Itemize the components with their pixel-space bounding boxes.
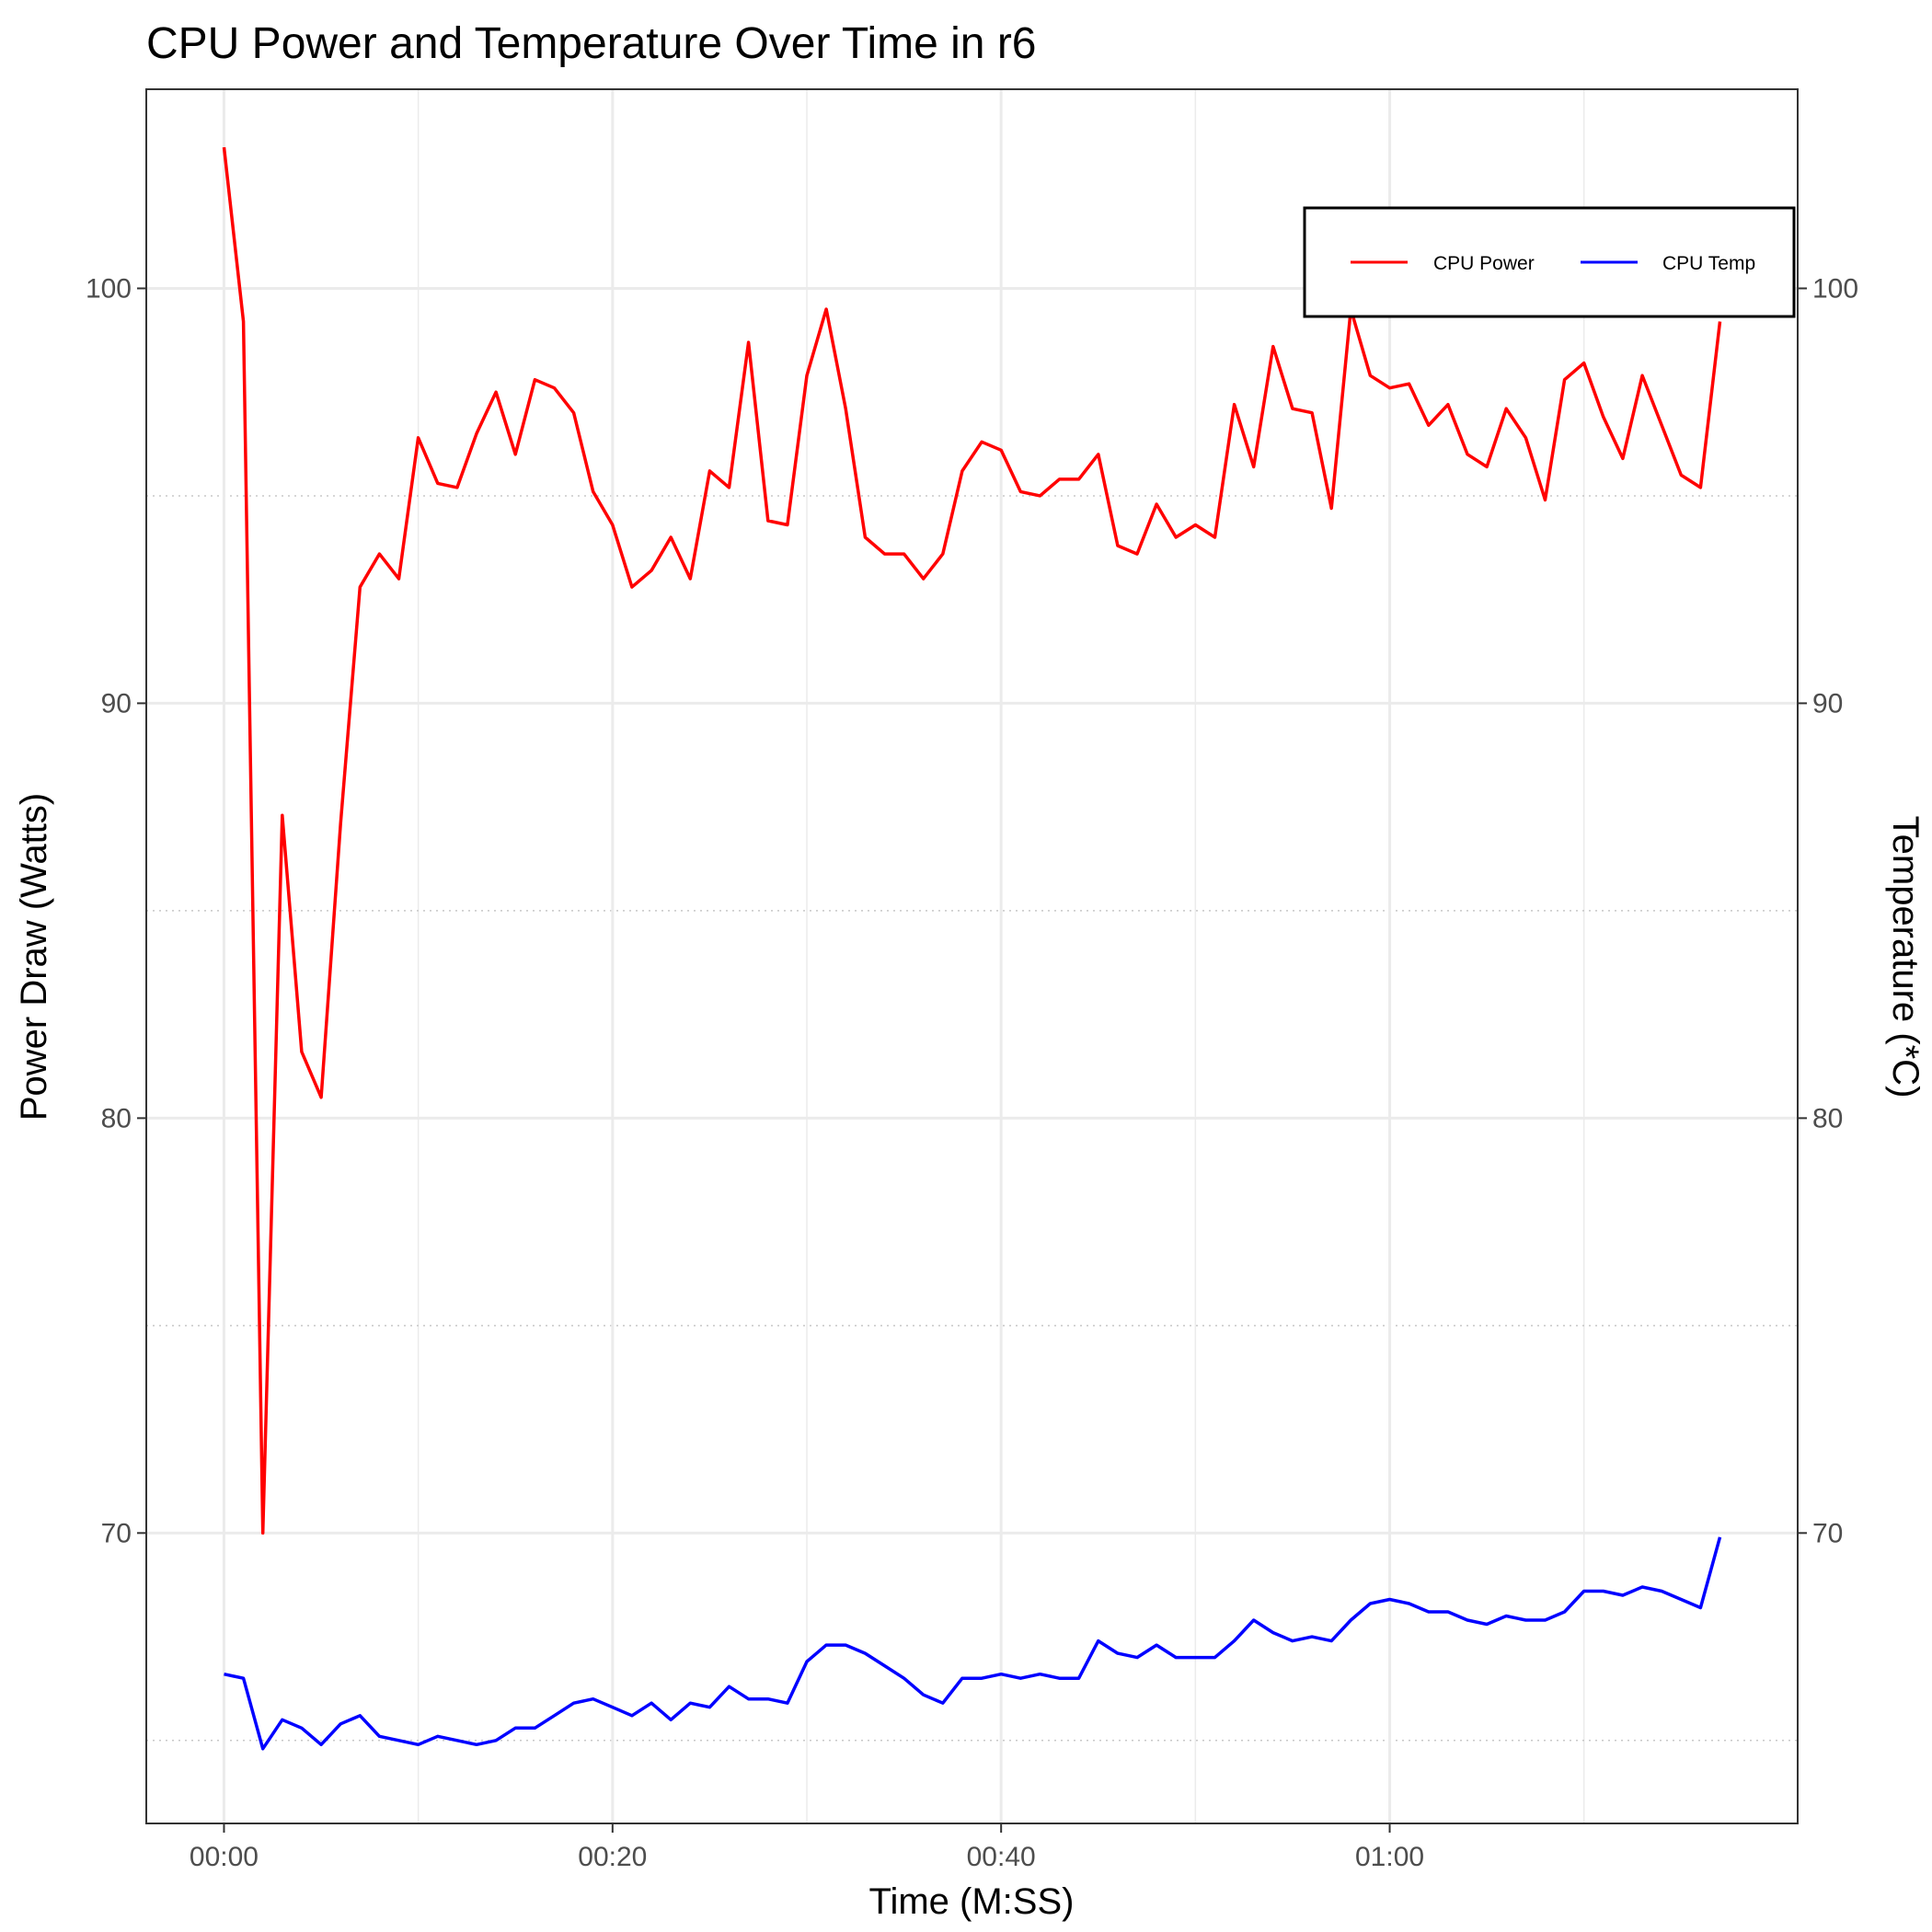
y-tick-label: 100 xyxy=(86,273,132,304)
grid-lines xyxy=(146,89,1798,1823)
legend: CPU Power CPU Temp xyxy=(1303,206,1796,318)
y2-tick-label: 100 xyxy=(1812,273,1858,304)
y2-axis-title: Temperature (*C) xyxy=(1885,816,1926,1098)
plot-panel-border xyxy=(145,88,1799,1824)
x-axis-title: Time (M:SS) xyxy=(869,1881,1075,1922)
x-tick-label: 00:20 xyxy=(578,1842,647,1872)
axis-ticks: 00:00 00:20 00:40 01:00 70 70 80 80 90 90 100 100 xyxy=(86,273,1858,1872)
y-axis-title: Power Draw (Watts) xyxy=(14,793,54,1121)
y2-tick-label: 70 xyxy=(1812,1518,1843,1548)
legend-label-cpu-power: CPU Power xyxy=(1433,253,1535,274)
series-line-cpu-temp xyxy=(224,1536,1722,1751)
chart-title: CPU Power and Temperature Over Time in r… xyxy=(146,19,1037,68)
x-tick-label: 00:40 xyxy=(967,1842,1036,1872)
y-tick-label: 70 xyxy=(101,1518,132,1548)
x-tick-label: 01:00 xyxy=(1355,1842,1424,1872)
y2-tick-label: 90 xyxy=(1812,688,1843,719)
y-tick-label: 80 xyxy=(101,1103,132,1133)
x-tick-label: 00:00 xyxy=(190,1842,259,1872)
y-tick-label: 90 xyxy=(101,688,132,719)
series-line-cpu-power xyxy=(222,146,1722,1535)
y2-tick-label: 80 xyxy=(1812,1103,1843,1133)
series-lines xyxy=(222,146,1722,1751)
legend-label-cpu-temp: CPU Temp xyxy=(1662,253,1755,274)
